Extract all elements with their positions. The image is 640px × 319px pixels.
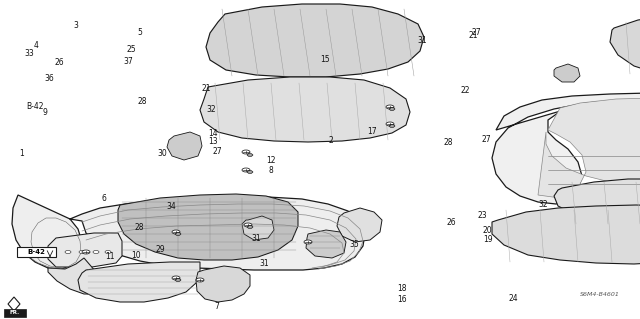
Polygon shape (175, 279, 181, 281)
Polygon shape (247, 226, 253, 228)
Polygon shape (200, 77, 410, 142)
Polygon shape (206, 4, 424, 77)
Text: FR.: FR. (10, 309, 20, 315)
Circle shape (244, 223, 252, 227)
Text: 33: 33 (24, 49, 35, 58)
Polygon shape (306, 230, 346, 258)
Text: 11: 11 (106, 252, 115, 261)
Polygon shape (4, 309, 26, 317)
Circle shape (196, 278, 204, 282)
Text: 27: 27 (472, 28, 482, 37)
Circle shape (172, 276, 180, 280)
Text: 21: 21 (469, 31, 478, 40)
Circle shape (386, 122, 394, 126)
Polygon shape (8, 297, 20, 311)
Circle shape (79, 250, 85, 254)
Text: 25: 25 (126, 45, 136, 54)
Circle shape (242, 168, 250, 172)
Text: 37: 37 (123, 57, 133, 66)
Polygon shape (48, 258, 100, 294)
Polygon shape (554, 179, 640, 225)
Text: 17: 17 (367, 127, 378, 136)
Circle shape (304, 240, 312, 244)
Text: 26: 26 (446, 218, 456, 227)
Text: 15: 15 (320, 55, 330, 63)
Text: 26: 26 (54, 58, 65, 67)
Polygon shape (389, 108, 395, 110)
Text: 28: 28 (135, 223, 144, 232)
Text: 20: 20 (483, 226, 493, 235)
Text: 18: 18 (397, 284, 406, 293)
Polygon shape (610, 15, 640, 75)
Text: 7: 7 (214, 302, 219, 311)
Polygon shape (118, 194, 298, 260)
Text: 32: 32 (538, 200, 548, 209)
Polygon shape (554, 64, 580, 82)
Text: 29: 29 (155, 245, 165, 254)
Text: 34: 34 (166, 202, 176, 211)
Circle shape (93, 250, 99, 254)
Circle shape (82, 250, 90, 254)
Polygon shape (492, 93, 640, 288)
Polygon shape (389, 125, 395, 127)
Polygon shape (48, 233, 122, 267)
Text: 35: 35 (349, 240, 359, 249)
Text: 6: 6 (102, 194, 107, 203)
Text: 16: 16 (397, 295, 407, 304)
Text: 10: 10 (131, 251, 141, 260)
Text: 23: 23 (477, 211, 487, 220)
Text: 27: 27 (212, 147, 223, 156)
Circle shape (386, 105, 394, 109)
Text: 19: 19 (483, 235, 493, 244)
Polygon shape (242, 216, 274, 240)
Text: 27: 27 (481, 135, 492, 144)
Polygon shape (196, 266, 250, 302)
Text: 31: 31 (251, 234, 261, 243)
Text: 13: 13 (208, 137, 218, 146)
Text: 36: 36 (44, 74, 54, 83)
Text: 22: 22 (461, 86, 470, 95)
Text: B-42: B-42 (26, 102, 44, 111)
Circle shape (172, 230, 180, 234)
Circle shape (65, 250, 71, 254)
Text: 8: 8 (268, 166, 273, 174)
Text: 5: 5 (137, 28, 142, 37)
Text: 21: 21 (202, 84, 211, 93)
Polygon shape (167, 132, 202, 160)
Text: 1: 1 (19, 149, 24, 158)
Text: S6M4-B4601: S6M4-B4601 (580, 293, 620, 298)
Text: 24: 24 (508, 294, 518, 303)
Text: 3: 3 (73, 21, 78, 30)
Text: 31: 31 (417, 36, 428, 45)
Polygon shape (538, 98, 640, 198)
Circle shape (105, 250, 111, 254)
Text: 28: 28 (444, 138, 452, 147)
Text: 32: 32 (206, 105, 216, 114)
Text: 9: 9 (42, 108, 47, 117)
Text: 12: 12 (266, 156, 275, 165)
Polygon shape (12, 195, 365, 270)
Text: B-42: B-42 (28, 249, 45, 255)
Polygon shape (247, 171, 253, 173)
Text: 2: 2 (328, 137, 333, 145)
Text: 31: 31 (259, 259, 269, 268)
Text: 28: 28 (138, 97, 147, 106)
Text: 14: 14 (208, 129, 218, 137)
Polygon shape (175, 233, 181, 235)
Polygon shape (78, 262, 200, 302)
Polygon shape (492, 205, 640, 264)
Polygon shape (247, 154, 253, 156)
Text: 30: 30 (157, 149, 167, 158)
FancyBboxPatch shape (17, 247, 56, 257)
Polygon shape (337, 208, 382, 242)
Text: 4: 4 (34, 41, 39, 50)
Circle shape (242, 150, 250, 154)
